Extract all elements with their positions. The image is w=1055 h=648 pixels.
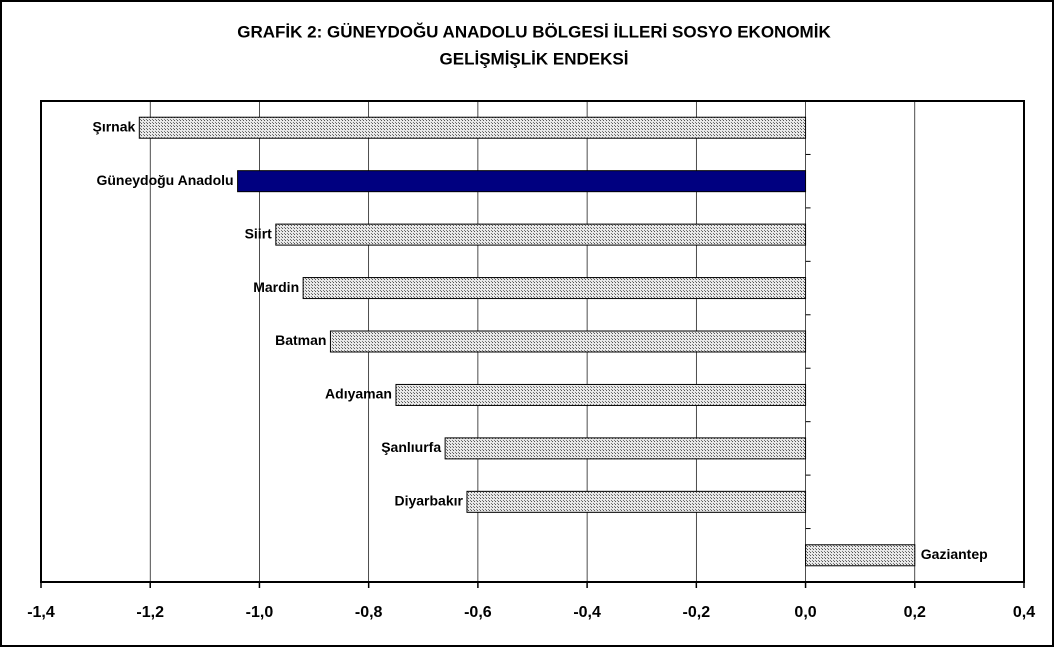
bar-label: Diyarbakır <box>394 493 463 509</box>
bar <box>237 170 807 193</box>
bar-label: Gaziantep <box>921 546 988 562</box>
bar <box>302 277 807 300</box>
bar-label: Batman <box>275 332 326 348</box>
x-tick-label: -0,2 <box>683 604 711 621</box>
chart-title: GRAFİK 2: GÜNEYDOĞU ANADOLU BÖLGESİ İLLE… <box>237 22 831 41</box>
bar <box>805 544 916 567</box>
x-tick-label: 0,2 <box>904 604 926 621</box>
x-tick-label: -0,8 <box>355 604 383 621</box>
bar-label: Güneydoğu Anadolu <box>96 172 233 188</box>
x-tick-label: -1,2 <box>136 604 164 621</box>
bar-label: Mardin <box>253 279 299 295</box>
bar <box>329 330 807 353</box>
bar-label: Şırnak <box>92 118 135 134</box>
bar <box>275 223 807 246</box>
x-tick-label: -1,0 <box>246 604 274 621</box>
x-tick-label: -0,6 <box>464 604 492 621</box>
plot-area <box>40 100 1025 583</box>
chart-title: GELİŞMİŞLİK ENDEKSİ <box>440 49 629 68</box>
bar-label: Adıyaman <box>325 386 392 402</box>
bar <box>444 437 807 460</box>
x-tick-label: 0,4 <box>1013 604 1035 621</box>
bar-label: Siirt <box>245 225 273 241</box>
bar <box>466 490 807 513</box>
x-tick-label: -1,4 <box>27 604 55 621</box>
bar <box>138 116 807 139</box>
bar <box>395 383 807 406</box>
x-tick-label: 0,0 <box>794 604 816 621</box>
bar-label: Şanlıurfa <box>381 439 441 455</box>
x-tick-label: -0,4 <box>573 604 601 621</box>
